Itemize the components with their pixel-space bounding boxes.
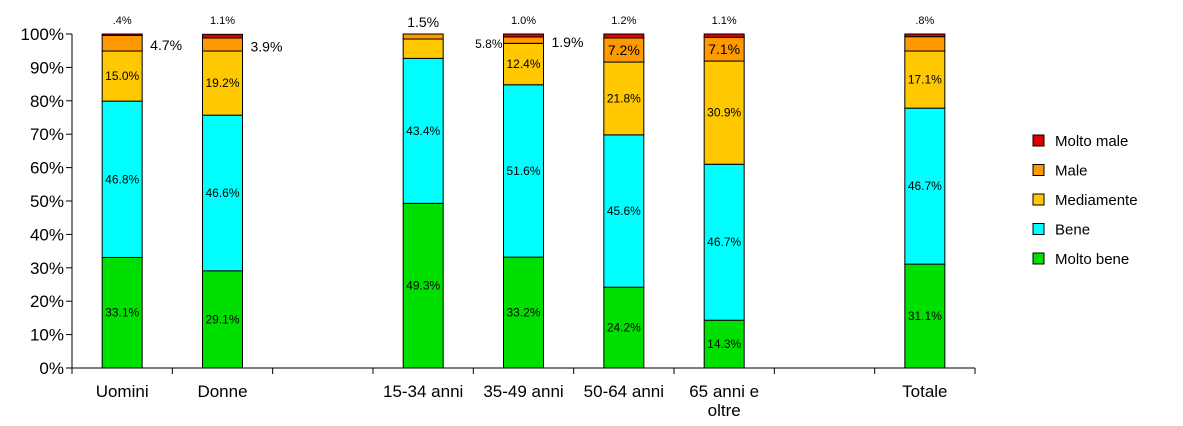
data-label: 24.2% [607,321,641,335]
bar-segment [603,61,645,136]
legend-label: Mediamente [1055,192,1138,209]
bar-segment [101,100,143,258]
bar-segment [603,33,645,39]
data-label: 1.5% [407,14,439,30]
legend-swatch [1032,193,1045,206]
y-tick-label: 70% [30,125,64,144]
bar-segment [503,33,544,38]
y-tick-label: 40% [30,225,64,244]
y-tick-label: 10% [30,326,64,345]
legend-swatch [1032,134,1045,147]
x-category-label: Donne [197,382,247,401]
data-label: 1.1% [210,15,235,27]
data-label: 45.6% [607,204,641,218]
bar-segment [904,263,946,369]
legend-label: Male [1055,163,1088,180]
bar-segment [101,256,143,369]
bar-segment [503,84,544,258]
data-label: 31.1% [908,309,942,323]
data-label: 46.6% [205,186,239,200]
bar-segment [402,33,444,40]
y-tick-label: 60% [30,159,64,178]
x-category-label: Uomini [96,382,149,401]
data-label: 14.3% [707,337,741,351]
data-label: 1.0% [511,15,536,27]
bar-segment [202,114,243,272]
bar-segment [904,33,946,38]
bar-segment [202,33,243,39]
data-label: 4.7% [150,37,182,53]
legend-label: Bene [1055,222,1090,239]
bar-segment [904,36,946,52]
legend-label: Molto bene [1055,251,1129,268]
x-category-label: 65 anni e [689,382,759,401]
y-tick-label: 100% [21,25,64,44]
bar-segment [503,36,544,44]
data-label: 3.9% [251,39,283,55]
data-label: 30.9% [707,106,741,120]
bar-segment [202,270,243,369]
bar-segment [101,33,143,36]
data-label: .4% [113,15,132,27]
bar-segment [904,50,946,109]
data-label: 1.1% [712,15,737,27]
data-label: 15.0% [105,69,139,83]
bar-segment [904,107,946,265]
x-category-label: 15-34 anni [383,382,463,401]
data-label: 46.8% [105,172,139,186]
data-label: 19.2% [205,76,239,90]
data-label: .8% [915,15,934,27]
y-tick-label: 20% [30,292,64,311]
legend-swatch [1032,252,1045,265]
bar-segment [402,38,444,59]
bar-segment [503,256,544,369]
y-tick-label: 50% [30,192,64,211]
data-label: 17.1% [908,73,942,87]
data-label: 33.2% [506,306,540,320]
data-label: 49.3% [406,279,440,293]
data-label: 1.2% [611,15,636,27]
x-category-label: oltre [708,401,741,420]
y-tick-label: 0% [39,359,64,378]
bar-segment [202,50,243,116]
x-category-label: Totale [902,382,947,401]
bar-segment [703,33,745,38]
bar-segment [101,34,143,52]
data-label: 12.4% [506,57,540,71]
x-category-label: 35-49 anni [483,382,563,401]
data-label: 29.1% [205,312,239,326]
legend-swatch [1032,223,1045,235]
data-label: 46.7% [707,235,741,249]
data-label: 46.7% [908,179,942,193]
data-label: 33.1% [105,306,139,320]
legend-label: Molto male [1055,133,1128,150]
data-label: 7.2% [608,42,640,58]
data-label: 43.4% [406,124,440,138]
y-tick-label: 80% [30,92,64,111]
bar-segment [101,50,143,102]
bar-segment [402,202,444,369]
data-label: 51.6% [506,164,540,178]
legend-swatch [1032,164,1045,176]
data-label: 1.9% [552,34,584,50]
y-tick-label: 30% [30,259,64,278]
bar-segment [202,37,243,52]
data-label: 5.8% [475,37,503,51]
bar-segment [703,163,745,321]
data-label: 7.1% [708,41,740,57]
data-label: 21.8% [607,91,641,105]
x-category-label: 50-64 anni [584,382,664,401]
y-tick-label: 90% [30,58,64,77]
bar-segment [402,57,444,204]
bar-segment [603,134,645,288]
